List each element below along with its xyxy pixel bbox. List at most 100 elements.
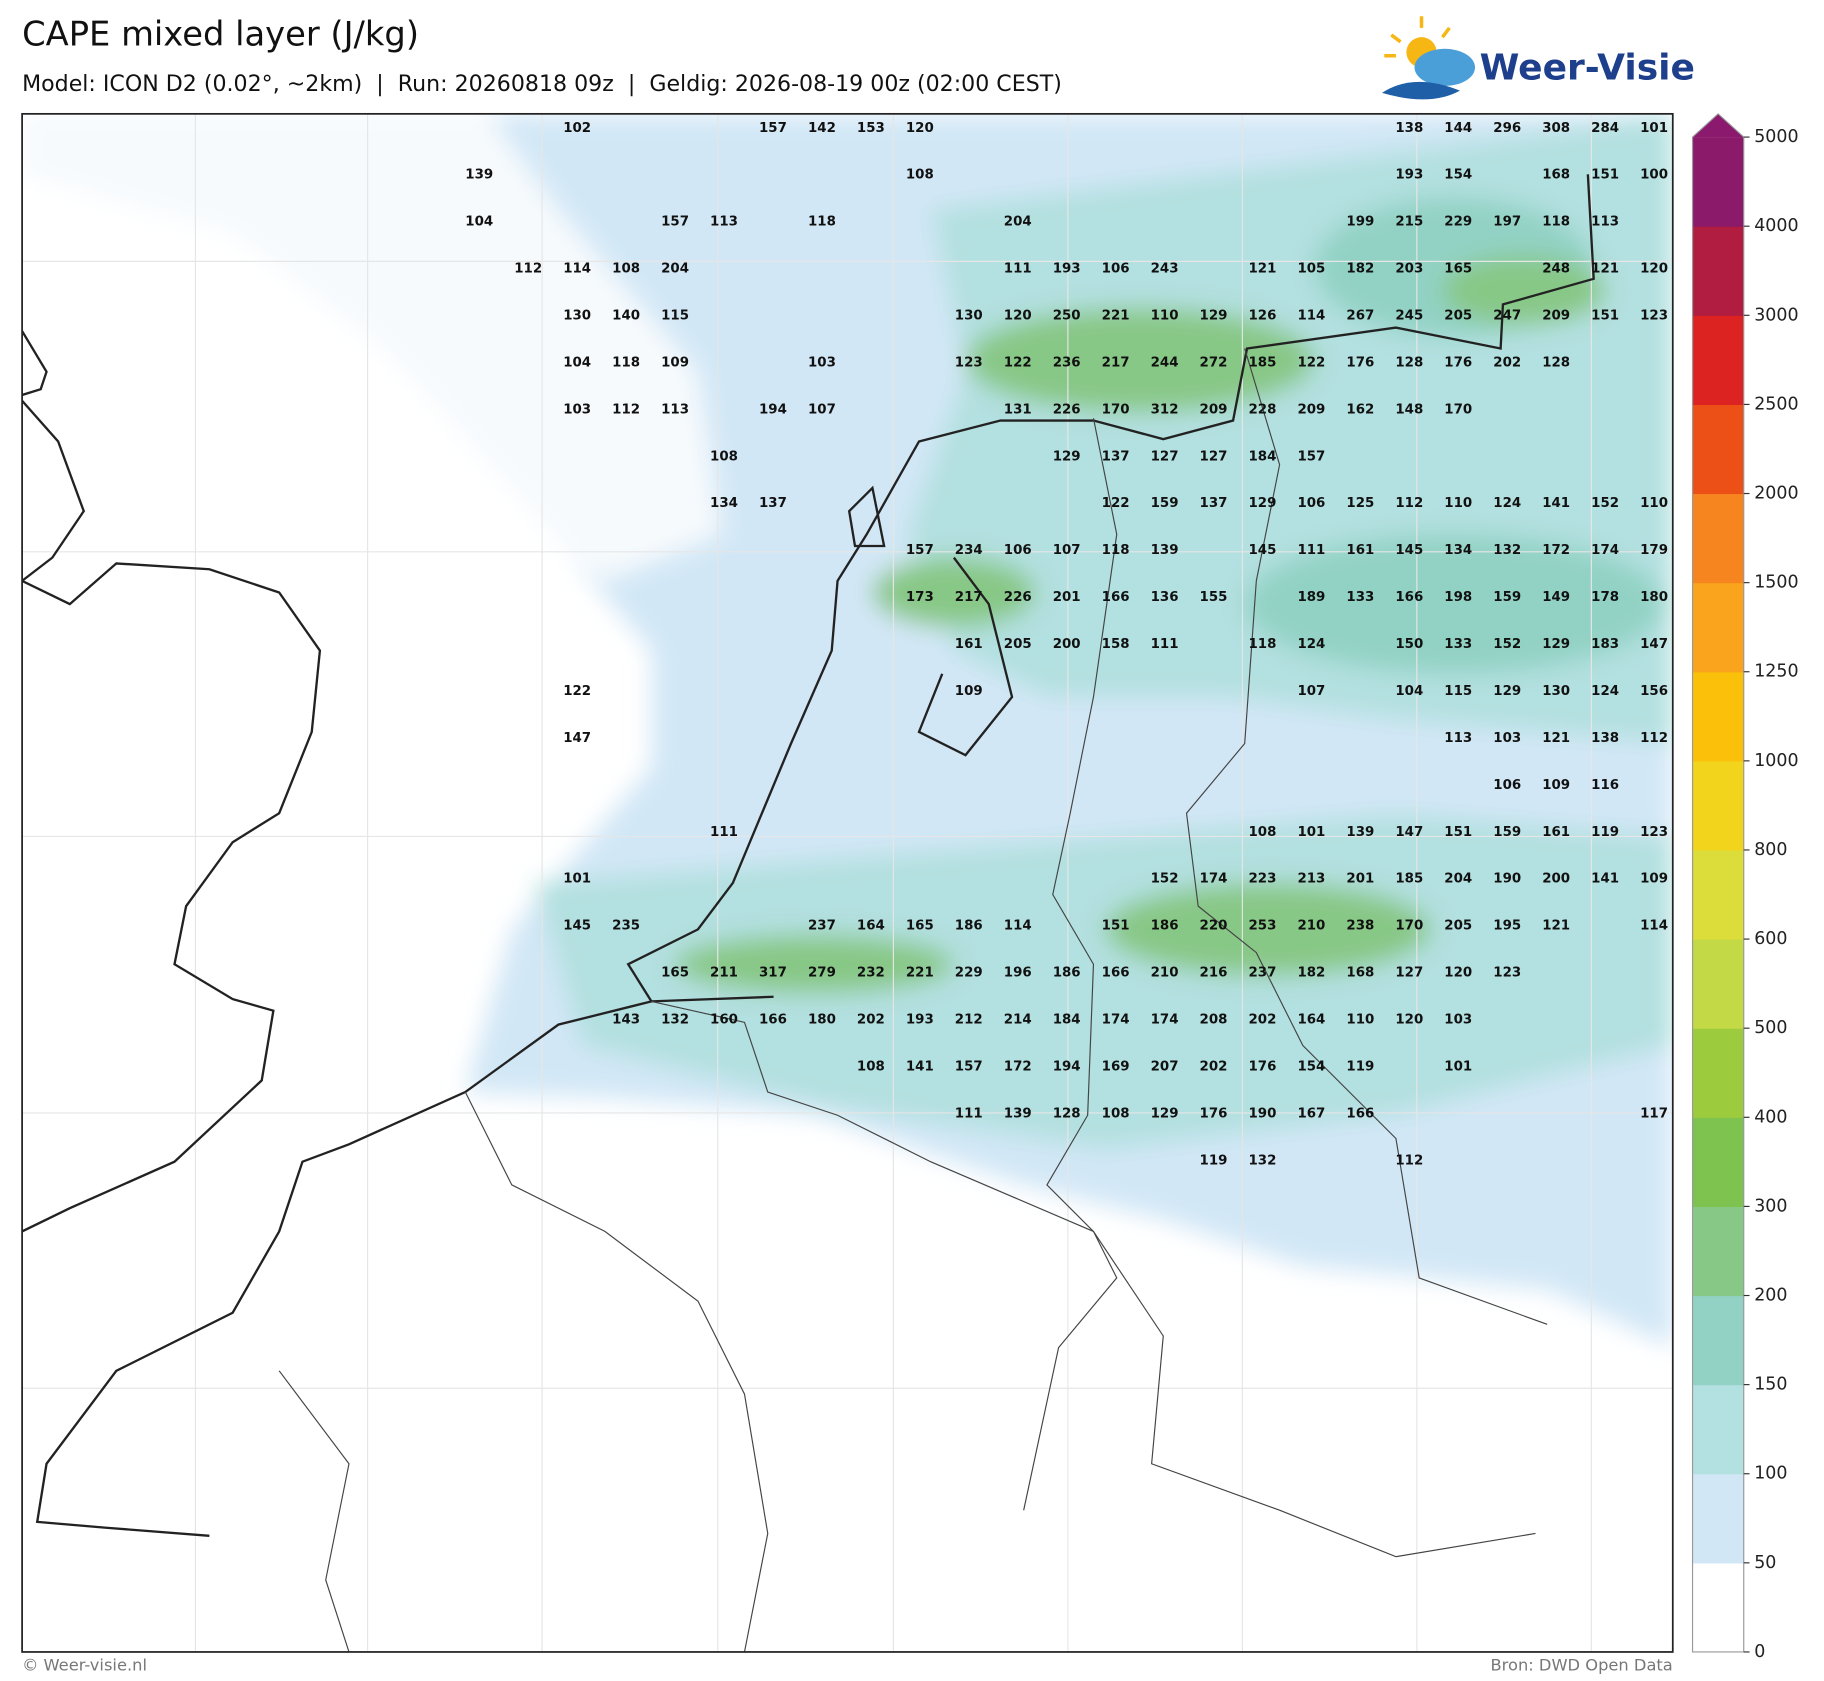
cape-label: 138 (1395, 121, 1423, 136)
colorbar-outline (1691, 113, 1745, 1653)
colorbar-tick-label: 200 (1754, 1286, 1787, 1306)
cape-label: 196 (1004, 966, 1032, 981)
cape-label: 121 (1542, 919, 1570, 934)
cape-label: 229 (1444, 215, 1472, 230)
cape-label: 178 (1591, 590, 1619, 605)
cape-label: 172 (1542, 543, 1570, 558)
cape-label: 127 (1200, 449, 1228, 464)
colorbar-tick-label: 500 (1754, 1018, 1787, 1038)
cape-label: 130 (1542, 684, 1570, 699)
cape-label: 159 (1493, 825, 1521, 840)
cape-label: 157 (759, 121, 787, 136)
cape-label: 128 (1395, 355, 1423, 370)
cape-label: 104 (1395, 684, 1423, 699)
cape-label: 101 (1444, 1059, 1472, 1074)
cape-label: 122 (1297, 355, 1325, 370)
cape-label: 114 (1004, 919, 1032, 934)
cape-label: 103 (1444, 1013, 1472, 1028)
colorbar-band (1692, 582, 1744, 673)
cape-label: 226 (1004, 590, 1032, 605)
cape-label: 111 (1297, 543, 1325, 558)
cape-label: 157 (955, 1059, 983, 1074)
cape-label: 104 (563, 355, 591, 370)
cape-label: 112 (514, 262, 542, 277)
cape-label: 141 (1542, 496, 1570, 511)
cape-label: 104 (465, 215, 493, 230)
cape-label: 161 (1542, 825, 1570, 840)
cape-label: 111 (1151, 637, 1179, 652)
cape-label: 184 (1249, 449, 1277, 464)
cape-label: 108 (710, 449, 738, 464)
cape-label: 190 (1249, 1106, 1277, 1121)
cape-label: 110 (1346, 1013, 1374, 1028)
cape-label: 174 (1200, 872, 1228, 887)
cape-label: 279 (808, 966, 836, 981)
cape-label: 197 (1493, 215, 1521, 230)
colorbar-band (1692, 1473, 1744, 1564)
cape-label: 214 (1004, 1013, 1032, 1028)
cape-label: 172 (1004, 1059, 1032, 1074)
cape-label: 112 (1395, 1153, 1423, 1168)
cape-label: 136 (1151, 590, 1179, 605)
cape-label: 113 (1591, 215, 1619, 230)
cape-label: 170 (1444, 402, 1472, 417)
cape-label: 122 (1004, 355, 1032, 370)
cape-label: 179 (1640, 543, 1668, 558)
cape-label: 124 (1591, 684, 1619, 699)
cape-label: 108 (1249, 825, 1277, 840)
cape-label: 167 (1297, 1106, 1325, 1121)
cape-label: 204 (1004, 215, 1032, 230)
cape-label: 207 (1151, 1059, 1179, 1074)
cape-label: 152 (1591, 496, 1619, 511)
colorbar-band (1692, 137, 1744, 227)
cape-label: 109 (661, 355, 689, 370)
cape-label: 147 (1640, 637, 1668, 652)
cape-label: 109 (1542, 778, 1570, 793)
colorbar-band (1692, 1117, 1744, 1207)
cape-label: 154 (1444, 168, 1472, 183)
colorbar-tick-label: 600 (1754, 929, 1787, 949)
cape-label: 129 (1542, 637, 1570, 652)
cape-label: 121 (1591, 262, 1619, 277)
cape-label: 200 (1542, 872, 1570, 887)
cape-label: 194 (759, 402, 787, 417)
cape-label: 215 (1395, 215, 1423, 230)
cape-label: 138 (1591, 731, 1619, 746)
cape-label: 170 (1102, 402, 1130, 417)
cape-label: 202 (1249, 1013, 1277, 1028)
cape-label: 209 (1542, 309, 1570, 324)
cape-label: 157 (906, 543, 934, 558)
cape-label: 139 (465, 168, 493, 183)
cape-label: 139 (1004, 1106, 1032, 1121)
cape-label: 198 (1444, 590, 1472, 605)
colorbar-tick-label: 1500 (1754, 573, 1798, 593)
cape-label: 245 (1395, 309, 1423, 324)
cape-label: 253 (1249, 919, 1277, 934)
cape-label: 228 (1249, 402, 1277, 417)
cape-label: 123 (1493, 966, 1521, 981)
logo-text: Weer-Visie (1480, 48, 1695, 89)
cape-label: 145 (1249, 543, 1277, 558)
cape-label: 194 (1053, 1059, 1081, 1074)
cape-label: 193 (1395, 168, 1423, 183)
cape-label: 195 (1493, 919, 1521, 934)
colorbar-band (1692, 315, 1744, 405)
cape-label: 108 (612, 262, 640, 277)
colorbar-tick-label: 0 (1754, 1642, 1765, 1662)
cape-label: 100 (1640, 168, 1668, 183)
logo: Weer-Visie (1381, 16, 1695, 100)
cape-label: 141 (906, 1059, 934, 1074)
cape-label: 166 (1102, 590, 1130, 605)
cape-shading (22, 113, 1673, 1348)
cape-label: 185 (1395, 872, 1423, 887)
colorbar-tick-label: 100 (1754, 1464, 1787, 1484)
cape-label: 112 (612, 402, 640, 417)
cape-label: 129 (1053, 449, 1081, 464)
cape-label: 145 (1395, 543, 1423, 558)
cape-label: 210 (1151, 966, 1179, 981)
cape-label: 121 (1249, 262, 1277, 277)
cape-label: 113 (1444, 731, 1472, 746)
cape-label: 150 (1395, 637, 1423, 652)
cape-label: 120 (1004, 309, 1032, 324)
